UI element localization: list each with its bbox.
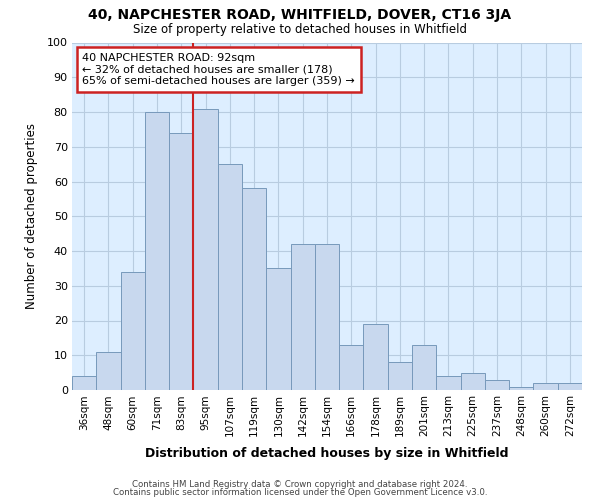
Bar <box>364 324 388 390</box>
Bar <box>558 383 582 390</box>
Bar <box>533 383 558 390</box>
Bar <box>339 345 364 390</box>
Bar <box>290 244 315 390</box>
Bar <box>315 244 339 390</box>
Bar <box>436 376 461 390</box>
X-axis label: Distribution of detached houses by size in Whitfield: Distribution of detached houses by size … <box>145 448 509 460</box>
Bar <box>509 386 533 390</box>
Text: Size of property relative to detached houses in Whitfield: Size of property relative to detached ho… <box>133 22 467 36</box>
Bar <box>145 112 169 390</box>
Bar <box>461 372 485 390</box>
Bar <box>169 133 193 390</box>
Bar <box>96 352 121 390</box>
Bar <box>218 164 242 390</box>
Bar <box>412 345 436 390</box>
Bar <box>72 376 96 390</box>
Text: Contains public sector information licensed under the Open Government Licence v3: Contains public sector information licen… <box>113 488 487 497</box>
Text: 40 NAPCHESTER ROAD: 92sqm
← 32% of detached houses are smaller (178)
65% of semi: 40 NAPCHESTER ROAD: 92sqm ← 32% of detac… <box>82 53 355 86</box>
Y-axis label: Number of detached properties: Number of detached properties <box>25 123 38 309</box>
Bar <box>388 362 412 390</box>
Bar <box>242 188 266 390</box>
Bar <box>193 108 218 390</box>
Bar <box>266 268 290 390</box>
Bar <box>485 380 509 390</box>
Text: Contains HM Land Registry data © Crown copyright and database right 2024.: Contains HM Land Registry data © Crown c… <box>132 480 468 489</box>
Text: 40, NAPCHESTER ROAD, WHITFIELD, DOVER, CT16 3JA: 40, NAPCHESTER ROAD, WHITFIELD, DOVER, C… <box>88 8 512 22</box>
Bar <box>121 272 145 390</box>
